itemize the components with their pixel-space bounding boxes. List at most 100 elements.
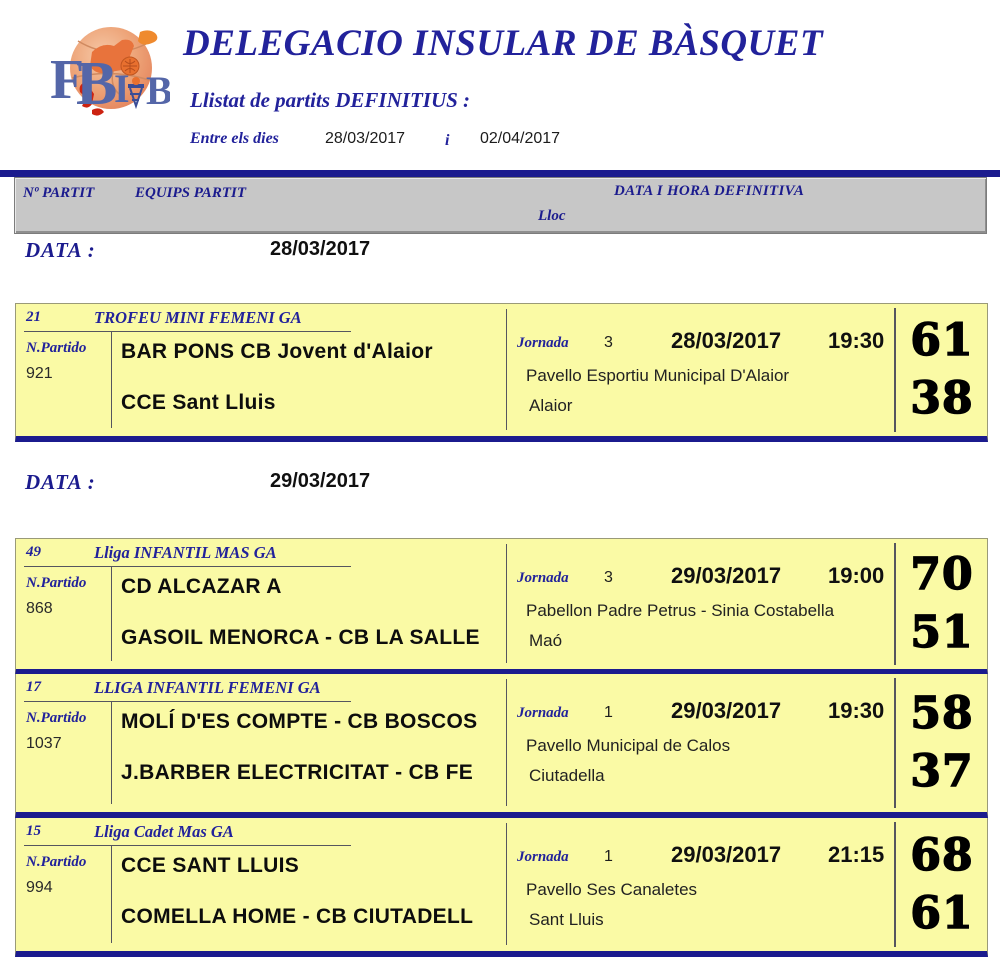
npartido-value: 921 (26, 365, 53, 382)
score-away: 61 (910, 887, 974, 940)
divider (24, 845, 351, 846)
divider (894, 822, 896, 947)
page-title: DELEGACIO INSULAR DE BÀSQUET (183, 23, 824, 64)
score-home: 70 (910, 548, 974, 601)
match-number: 15 (26, 823, 41, 839)
venue-city: Alaior (529, 396, 573, 415)
divider (894, 308, 896, 432)
match-date: 29/03/2017 (671, 563, 782, 588)
divider (111, 566, 112, 661)
jornada-label: Jornada (517, 705, 569, 721)
score-away: 51 (910, 606, 974, 659)
match-number: 21 (26, 309, 41, 325)
venue: Pavello Esportiu Municipal D'Alaior (526, 366, 790, 385)
npartido-value: 994 (26, 879, 53, 896)
basketball-logo-graphic: F B I B (50, 27, 173, 118)
score-home: 61 (910, 314, 974, 367)
divider (24, 566, 351, 567)
match-card: 17 LLIGA INFANTIL FEMENI GA N.Partido 10… (15, 674, 988, 818)
npartido-value: 868 (26, 600, 53, 617)
jornada-value: 3 (604, 334, 613, 351)
divider (894, 678, 896, 808)
score-column: 58 37 (897, 674, 987, 812)
date-range-to: 02/04/2017 (480, 130, 561, 147)
npartido-label: N.Partido (26, 340, 87, 356)
match-time: 19:30 (828, 698, 885, 723)
date-range-from: 28/03/2017 (325, 130, 406, 147)
jornada-label: Jornada (517, 849, 569, 865)
fbib-logo: F B I B (48, 16, 173, 128)
eivissa-island-shape (79, 82, 94, 108)
match-card: 15 Lliga Cadet Mas GA N.Partido 994 CCE … (15, 818, 988, 957)
column-teams: EQUIPS PARTIT (135, 185, 246, 201)
npartido-value: 1037 (26, 735, 62, 752)
logo-letter-b1: B (76, 50, 117, 118)
divider (506, 309, 507, 430)
score-column: 61 38 (897, 304, 987, 436)
team-away: GASOIL MENORCA - CB LA SALLE (121, 626, 480, 649)
npartido-label: N.Partido (26, 854, 87, 870)
match-date: 29/03/2017 (671, 842, 782, 867)
venue-city: Ciutadella (529, 766, 605, 785)
page-subtitle: Llistat de partits DEFINITIUS : (190, 88, 471, 112)
venue-city: Sant Lluis (529, 910, 604, 929)
venue-city: Maó (529, 631, 563, 650)
score-home: 58 (910, 687, 974, 740)
date-range-conjunction: i (445, 132, 450, 149)
logo-letter-i: I (114, 66, 130, 111)
divider (24, 331, 351, 332)
section-date: 29/03/2017 (270, 470, 371, 492)
table-header: Nº PARTIT EQUIPS PARTIT DATA I HORA DEFI… (14, 177, 987, 234)
date-section-header: DATA : 29/03/2017 (25, 470, 370, 496)
divider (894, 543, 896, 665)
venue: Pavello Municipal de Calos (526, 736, 731, 755)
divider (506, 823, 507, 945)
match-card: 21 TROFEU MINI FEMENI GA N.Partido 921 B… (15, 303, 988, 442)
jornada-value: 1 (604, 848, 613, 865)
score-away: 38 (910, 372, 974, 425)
score-away: 37 (910, 745, 974, 798)
team-home: MOLÍ D'ES COMPTE - CB BOSCOS (121, 710, 478, 733)
league-name: LLIGA INFANTIL FEMENI GA (94, 678, 321, 697)
jornada-value: 3 (604, 569, 613, 586)
match-number: 17 (26, 679, 41, 695)
logo-letter-b2: B (146, 68, 170, 113)
match-date: 29/03/2017 (671, 698, 782, 723)
team-home: BAR PONS CB Jovent d'Alaior (121, 340, 433, 363)
match-number: 49 (26, 544, 41, 560)
data-label: DATA : (25, 470, 96, 494)
venue: Pavello Ses Canaletes (526, 880, 698, 899)
score-column: 70 51 (897, 539, 987, 669)
column-venue: Lloc (538, 208, 566, 224)
date-section-header: DATA : 28/03/2017 (25, 238, 370, 264)
basket-hoop-icon (128, 77, 144, 110)
match-time: 19:30 (828, 328, 885, 353)
league-name: Lliga INFANTIL MAS GA (94, 543, 277, 562)
logo-letter-f: F (50, 49, 84, 111)
data-label: DATA : (25, 238, 96, 262)
jornada-label: Jornada (517, 335, 569, 351)
team-home: CCE SANT LLUIS (121, 854, 300, 877)
divider (111, 701, 112, 804)
match-time: 19:00 (828, 563, 885, 588)
match-date: 28/03/2017 (671, 328, 782, 353)
divider (111, 331, 112, 428)
match-card: 49 Lliga INFANTIL MAS GA N.Partido 868 C… (15, 538, 988, 675)
venue: Pabellon Padre Petrus - Sinia Costabella (526, 601, 835, 620)
divider (506, 544, 507, 663)
header-divider-band (0, 170, 1000, 177)
score-home: 68 (910, 829, 974, 882)
team-home: CD ALCAZAR A (121, 575, 282, 598)
jornada-label: Jornada (517, 570, 569, 586)
divider (111, 845, 112, 943)
formentera-island-shape (92, 108, 104, 116)
npartido-label: N.Partido (26, 710, 87, 726)
team-away: CCE Sant Lluis (121, 391, 276, 414)
date-range-label: Entre els dies (190, 130, 279, 147)
menorca-island-shape (138, 30, 158, 45)
divider (24, 701, 351, 702)
league-name: Lliga Cadet Mas GA (94, 822, 234, 841)
league-name: TROFEU MINI FEMENI GA (94, 308, 302, 327)
team-away: COMELLA HOME - CB CIUTADELL (121, 905, 474, 928)
npartido-label: N.Partido (26, 575, 87, 591)
